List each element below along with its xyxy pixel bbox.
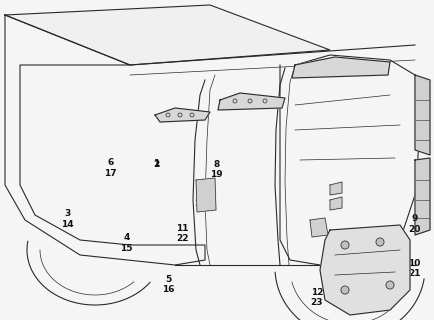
- Text: 4
15: 4 15: [121, 234, 133, 253]
- Polygon shape: [415, 75, 430, 155]
- Polygon shape: [330, 182, 342, 195]
- Text: 2: 2: [153, 160, 159, 179]
- Text: 7
18: 7 18: [376, 293, 388, 312]
- Polygon shape: [330, 197, 342, 210]
- Text: 12
23: 12 23: [311, 288, 323, 307]
- Circle shape: [386, 281, 394, 289]
- Text: 3
14: 3 14: [61, 210, 74, 229]
- Text: 5
16: 5 16: [162, 275, 174, 294]
- Polygon shape: [5, 5, 330, 65]
- Text: 9
20: 9 20: [408, 214, 421, 234]
- Text: 10
21: 10 21: [408, 259, 421, 278]
- Circle shape: [376, 238, 384, 246]
- Polygon shape: [218, 93, 285, 110]
- Circle shape: [341, 241, 349, 249]
- Text: 11
22: 11 22: [176, 224, 188, 243]
- Polygon shape: [155, 108, 210, 122]
- Polygon shape: [320, 225, 410, 315]
- Text: 13
24: 13 24: [194, 189, 207, 208]
- Circle shape: [341, 286, 349, 294]
- Polygon shape: [310, 218, 328, 237]
- Text: 8
19: 8 19: [210, 160, 223, 179]
- Polygon shape: [415, 158, 430, 235]
- Polygon shape: [196, 178, 216, 212]
- Text: 1: 1: [153, 159, 159, 168]
- Polygon shape: [292, 57, 390, 78]
- Text: 6
17: 6 17: [104, 158, 117, 178]
